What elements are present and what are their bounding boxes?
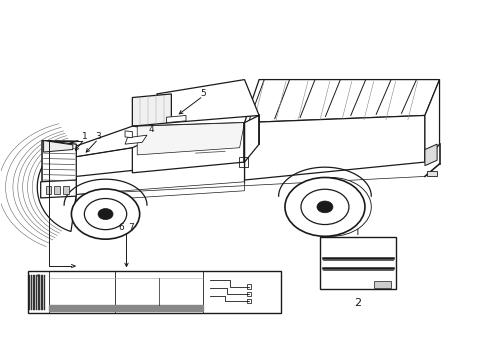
Polygon shape <box>157 80 259 123</box>
Text: 7: 7 <box>128 223 134 232</box>
Circle shape <box>98 208 113 220</box>
Bar <box>63 186 69 194</box>
Circle shape <box>291 177 370 236</box>
Bar <box>246 284 250 289</box>
Polygon shape <box>244 116 424 180</box>
Polygon shape <box>244 80 439 123</box>
Bar <box>45 186 51 194</box>
Polygon shape <box>166 116 185 123</box>
Bar <box>27 271 281 313</box>
Polygon shape <box>244 116 259 162</box>
Polygon shape <box>424 80 439 162</box>
Bar <box>54 186 60 194</box>
Polygon shape <box>41 180 76 198</box>
Polygon shape <box>76 126 171 157</box>
Circle shape <box>316 201 332 213</box>
Polygon shape <box>424 144 436 166</box>
Polygon shape <box>132 94 171 126</box>
Polygon shape <box>137 123 244 155</box>
Polygon shape <box>76 158 244 196</box>
Text: 2: 2 <box>354 298 361 308</box>
Polygon shape <box>43 140 73 152</box>
Text: 4: 4 <box>149 125 154 134</box>
Circle shape <box>71 189 140 239</box>
Circle shape <box>285 177 364 236</box>
Bar <box>373 281 390 288</box>
Text: e: e <box>37 273 40 278</box>
Bar <box>246 292 250 296</box>
Text: 5: 5 <box>200 89 205 98</box>
Bar <box>246 299 250 303</box>
Text: 3: 3 <box>95 132 101 141</box>
Polygon shape <box>125 135 147 144</box>
Polygon shape <box>37 140 78 231</box>
Polygon shape <box>76 182 244 202</box>
Bar <box>427 171 436 176</box>
Polygon shape <box>42 140 76 185</box>
Circle shape <box>84 198 126 230</box>
Text: 1: 1 <box>81 132 87 141</box>
Bar <box>320 237 395 289</box>
Polygon shape <box>49 305 203 311</box>
Bar <box>238 157 248 167</box>
Polygon shape <box>125 131 132 138</box>
Circle shape <box>300 189 348 225</box>
Polygon shape <box>132 123 244 173</box>
Text: 6: 6 <box>119 223 124 232</box>
